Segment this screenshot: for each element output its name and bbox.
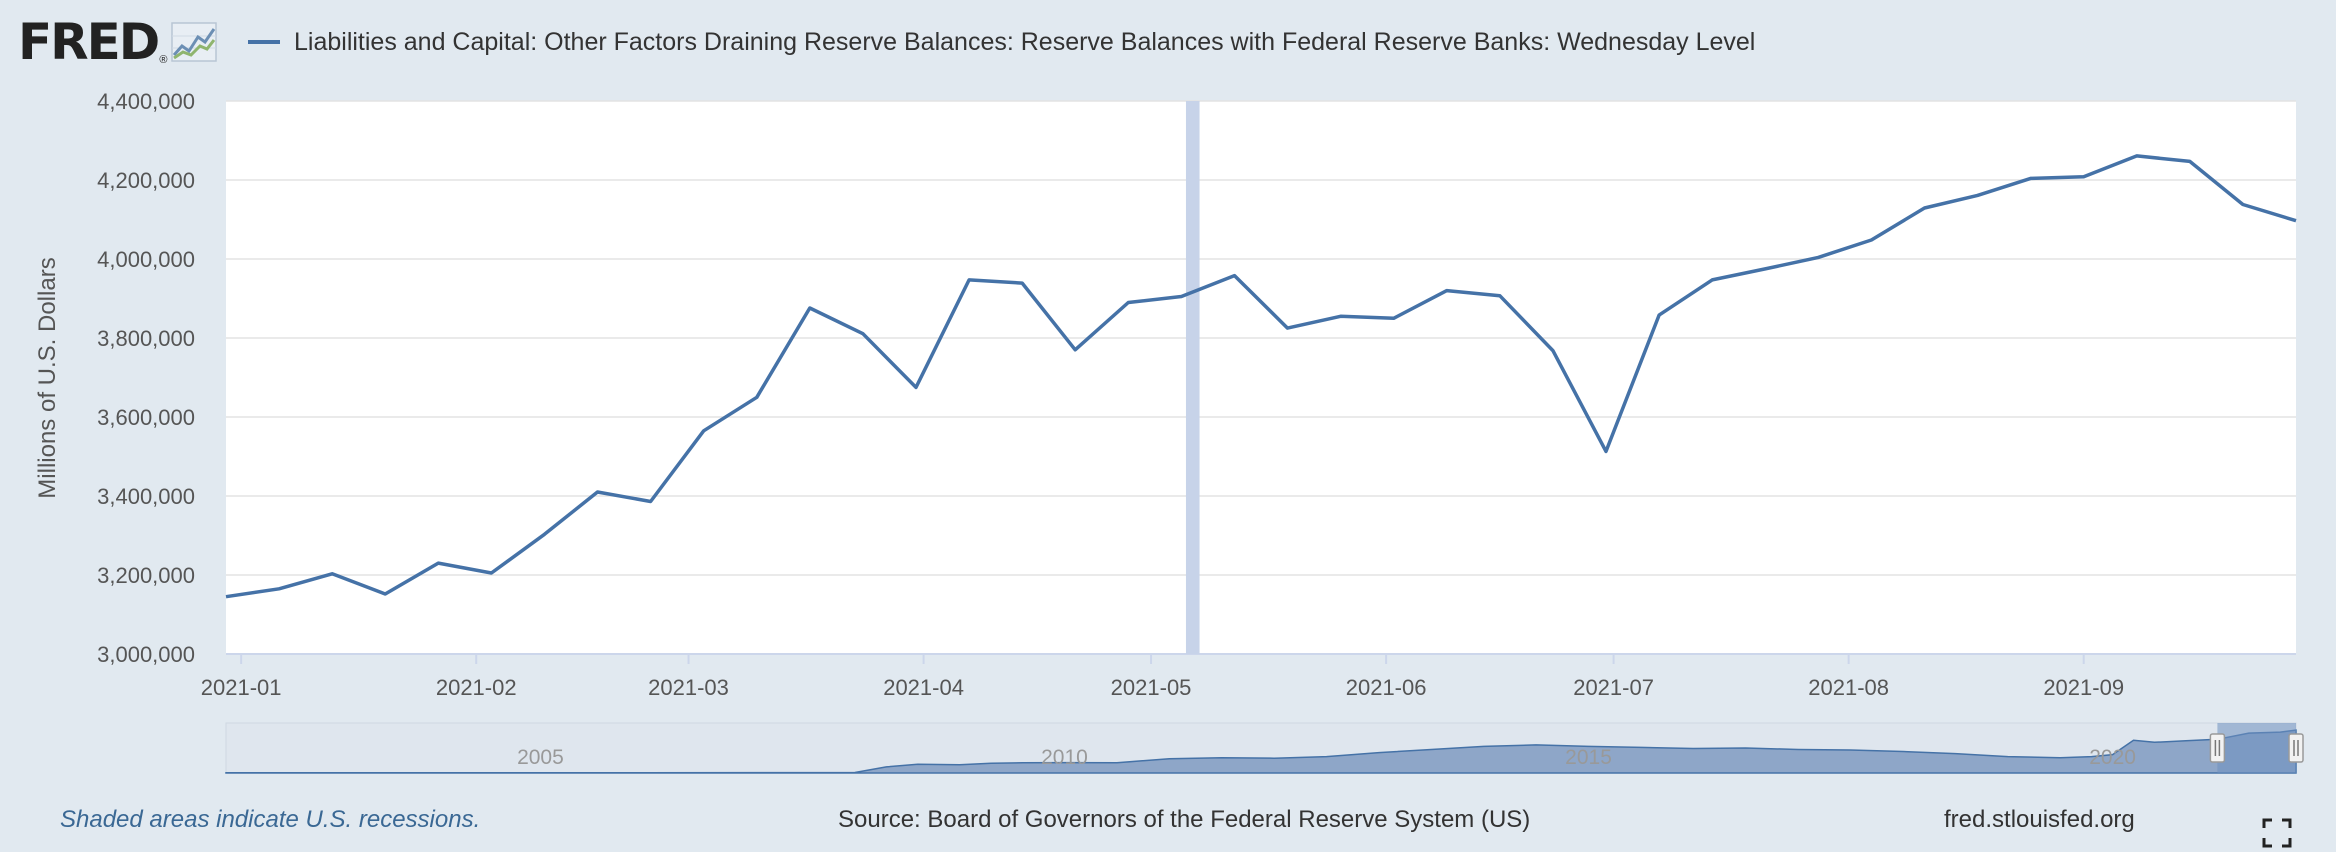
navigator-handle-left[interactable]: [2209, 733, 2226, 763]
navigator-handle-right[interactable]: [2288, 733, 2304, 763]
y-axis-label: Millions of U.S. Dollars: [34, 257, 61, 498]
x-tick-label: 2021-04: [883, 675, 964, 700]
y-axis-ticks: 3,000,000 3,200,000 3,400,000 3,600,000 3,80…: [97, 89, 195, 667]
y-tick-label: 4,000,000: [97, 247, 195, 272]
y-tick-label: 4,200,000: [97, 168, 195, 193]
navigator-label: 2020: [2089, 746, 2136, 769]
chart-title: Liabilities and Capital: Other Factors D…: [294, 27, 1756, 56]
navigator-selection[interactable]: [2217, 723, 2296, 773]
recession-note: Shaded areas indicate U.S. recessions.: [60, 806, 481, 833]
chart-header: FRED ® Liabilities and Capital: Other Fa…: [0, 0, 2336, 86]
series-line: [225, 154, 2297, 599]
source-text: Source: Board of Governors of the Federa…: [838, 806, 1531, 833]
recession-shading: [1185, 101, 1200, 654]
range-navigator[interactable]: 2005 2010 2015 2020: [225, 722, 2304, 774]
grid-lines: [226, 100, 2296, 655]
y-tick-label: 3,400,000: [97, 484, 195, 509]
plot-background: [226, 101, 2296, 654]
x-tick-label: 2021-06: [1346, 675, 1427, 700]
series-group: [225, 154, 2297, 599]
logo-registered-mark: ®: [159, 54, 168, 66]
y-tick-label: 3,200,000: [97, 563, 195, 588]
y-tick-label: 3,600,000: [97, 405, 195, 430]
x-tick-label: 2021-03: [648, 675, 729, 700]
navigator-label: 2010: [1041, 746, 1088, 769]
x-tick-label: 2021-09: [2043, 675, 2124, 700]
fred-logo[interactable]: FRED ®: [18, 13, 218, 71]
x-tick-label: 2021-07: [1573, 675, 1654, 700]
fred-url[interactable]: fred.stlouisfed.org: [1944, 806, 2135, 833]
y-tick-label: 4,400,000: [97, 89, 195, 114]
fred-graph-icon: [171, 22, 218, 62]
recession-band: [1185, 101, 1200, 654]
x-tick-label: 2021-01: [201, 675, 282, 700]
navigator-label: 2005: [517, 746, 564, 769]
x-tick-label: 2021-02: [436, 675, 517, 700]
navigator-series: [225, 729, 2297, 774]
fullscreen-icon[interactable]: [2262, 818, 2292, 848]
x-tick-label: 2021-05: [1111, 675, 1192, 700]
legend-swatch: [248, 40, 280, 44]
logo-text: FRED: [18, 13, 160, 71]
navigator-label: 2015: [1565, 746, 1612, 769]
chart-title-legend: Liabilities and Capital: Other Factors D…: [248, 22, 1755, 62]
y-tick-label: 3,800,000: [97, 326, 195, 351]
y-tick-label: 3,000,000: [97, 642, 195, 667]
x-axis-ticks: 2021-01 2021-02 2021-03 2021-04 2021-05 2021-…: [201, 654, 2124, 700]
x-tick-label: 2021-08: [1808, 675, 1889, 700]
